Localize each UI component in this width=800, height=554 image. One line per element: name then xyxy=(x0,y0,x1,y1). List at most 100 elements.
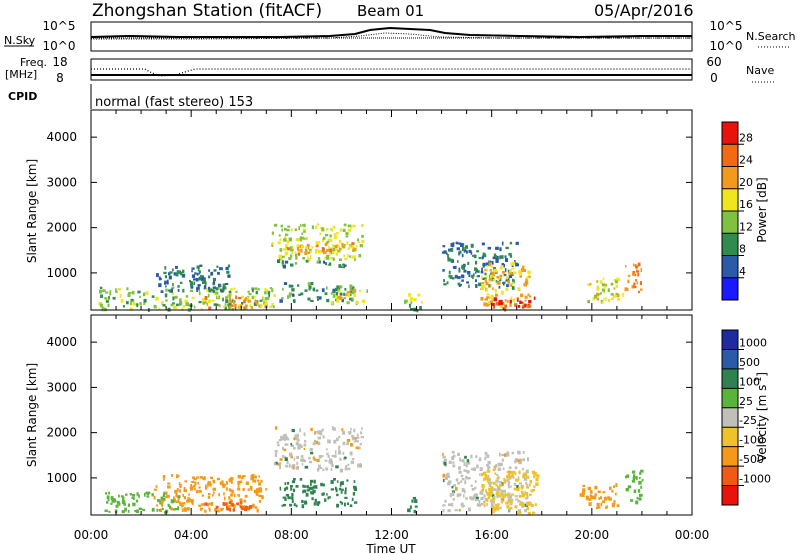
nsky-label: N.Sky xyxy=(4,34,36,47)
heatmap-cell xyxy=(143,292,146,297)
heatmap-cell xyxy=(308,486,312,491)
heatmap-cell xyxy=(337,249,341,253)
heatmap-cell xyxy=(252,503,255,508)
heatmap-cell xyxy=(500,462,503,467)
heatmap-cell xyxy=(177,497,180,501)
heatmap-cell xyxy=(499,255,502,260)
heatmap-cell xyxy=(458,509,461,512)
heatmap-cell xyxy=(225,266,229,271)
colorbar-segment xyxy=(722,446,738,467)
heatmap-cell xyxy=(324,459,328,462)
heatmap-cell xyxy=(293,503,296,507)
x-tick-label: 20:00 xyxy=(575,528,610,542)
heatmap-cell xyxy=(183,487,186,490)
heatmap-cell xyxy=(119,294,122,298)
heatmap-cell xyxy=(616,293,620,298)
heatmap-cell xyxy=(474,486,477,490)
colorbar-segment xyxy=(722,388,738,408)
heatmap-cell xyxy=(504,268,507,272)
heatmap-cell xyxy=(324,233,329,237)
heatmap-cell xyxy=(587,299,590,304)
heatmap-cell xyxy=(169,505,172,510)
heatmap-cell xyxy=(291,288,295,292)
heatmap-cell xyxy=(222,286,224,290)
heatmap-cell xyxy=(506,284,509,288)
heatmap-cell xyxy=(235,295,237,300)
heatmap-cell xyxy=(483,504,486,508)
heatmap-cell xyxy=(460,243,463,247)
heatmap-cell xyxy=(506,494,510,497)
heatmap-cell xyxy=(449,258,453,262)
heatmap-cell xyxy=(172,296,175,301)
heatmap-cell xyxy=(344,288,347,291)
heatmap-cell xyxy=(640,469,644,473)
heatmap-cell xyxy=(483,494,486,498)
heatmap-cell xyxy=(297,284,300,287)
heatmap-cell xyxy=(210,502,214,506)
heatmap-cell xyxy=(156,508,159,512)
heatmap-cell xyxy=(193,305,196,309)
heatmap-cell xyxy=(502,494,506,498)
heatmap-cell xyxy=(581,493,585,497)
heatmap-cell xyxy=(343,254,345,257)
heatmap-cell xyxy=(222,283,226,288)
heatmap-cell xyxy=(509,506,513,510)
heatmap-cell xyxy=(495,479,499,483)
heatmap-cell xyxy=(342,265,346,269)
heatmap-cell xyxy=(475,497,479,501)
heatmap-cell xyxy=(227,505,231,508)
heatmap-cell xyxy=(321,227,325,232)
date-title: 05/Apr/2016 xyxy=(594,1,694,20)
heatmap-cell xyxy=(300,223,302,227)
heatmap-cell xyxy=(405,299,408,303)
heatmap-cell xyxy=(345,232,349,235)
heatmap-cell xyxy=(447,509,451,513)
heatmap-cell xyxy=(311,225,314,230)
heatmap-cell xyxy=(281,504,284,507)
heatmap-cell xyxy=(132,496,135,500)
heatmap-cell xyxy=(466,250,468,254)
heatmap-cell xyxy=(283,282,287,285)
heatmap-cell xyxy=(332,225,336,229)
heatmap-cell xyxy=(632,476,635,481)
heatmap-cell xyxy=(446,281,449,285)
heatmap-cell xyxy=(104,297,107,300)
heatmap-cell xyxy=(228,478,232,482)
heatmap-cell xyxy=(351,242,355,245)
heatmap-cell xyxy=(353,485,357,489)
heatmap-cell xyxy=(350,460,354,464)
heatmap-cell xyxy=(356,433,359,437)
heatmap-cell xyxy=(304,289,308,292)
heatmap-cell xyxy=(299,478,303,481)
heatmap-cell xyxy=(604,283,607,287)
heatmap-cell xyxy=(318,296,322,300)
heatmap-cell xyxy=(526,501,529,506)
heatmap-cell xyxy=(198,291,201,296)
heatmap-cell xyxy=(496,473,499,477)
heatmap-cell xyxy=(285,233,289,236)
heatmap-cell xyxy=(288,237,292,242)
heatmap-cell xyxy=(317,441,321,446)
y-tick-label: 4000 xyxy=(46,335,77,349)
heatmap-cell xyxy=(284,482,287,486)
heatmap-cell xyxy=(468,249,472,253)
heatmap-cell xyxy=(420,301,423,304)
heatmap-cell xyxy=(309,250,312,254)
colorbar-tick-label: 1000 xyxy=(739,336,767,349)
heatmap-cell xyxy=(184,480,187,483)
heatmap-cell xyxy=(631,480,635,483)
y-tick-label: 1000 xyxy=(46,471,77,485)
heatmap-cell xyxy=(258,305,262,308)
heatmap-cell xyxy=(597,293,601,296)
heatmap-cell xyxy=(495,255,499,260)
heatmap-cell xyxy=(442,504,446,507)
heatmap-cell xyxy=(239,505,243,509)
heatmap-cell xyxy=(319,232,322,236)
heatmap-cell xyxy=(171,292,174,296)
heatmap-cell xyxy=(493,253,497,257)
heatmap-cell xyxy=(508,252,512,256)
heatmap-cell xyxy=(312,287,316,292)
heatmap-cell xyxy=(295,504,298,508)
heatmap-cell xyxy=(476,464,479,469)
